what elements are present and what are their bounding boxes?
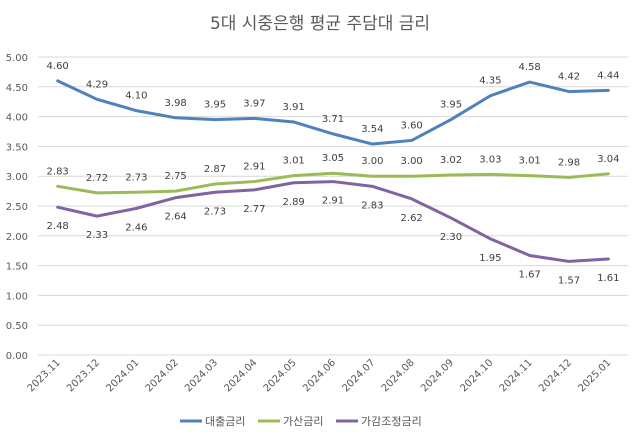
- data-label: 4.29: [86, 79, 108, 90]
- data-label: 1.67: [519, 269, 541, 280]
- data-label: 1.95: [479, 253, 501, 264]
- data-label: 2.64: [165, 212, 187, 223]
- y-tick-label: 2.50: [6, 202, 28, 213]
- data-label: 2.33: [86, 230, 108, 241]
- series-line: [56, 180, 610, 263]
- y-tick-label: 3.50: [6, 142, 28, 153]
- data-label: 3.98: [165, 98, 187, 109]
- y-tick-label: 2.00: [6, 232, 28, 243]
- data-label: 2.98: [558, 157, 580, 168]
- data-label: 4.60: [47, 61, 69, 72]
- data-label: 3.03: [479, 154, 501, 165]
- data-label: 3.02: [440, 155, 462, 166]
- data-label: 3.05: [322, 153, 344, 164]
- data-label: 4.10: [125, 91, 147, 102]
- x-tick-label: 2024.10: [458, 357, 495, 394]
- y-tick-label: 4.00: [6, 113, 28, 124]
- data-label: 1.61: [597, 273, 619, 284]
- data-label: 1.57: [558, 275, 580, 286]
- data-label: 2.83: [47, 166, 69, 177]
- data-label: 2.73: [125, 172, 147, 183]
- data-label: 2.91: [243, 162, 265, 173]
- y-tick-label: 5.00: [6, 53, 28, 64]
- data-label: 3.97: [243, 98, 265, 109]
- data-label: 2.77: [243, 204, 265, 215]
- data-label: 3.95: [204, 100, 226, 111]
- x-tick-label: 2024.04: [222, 357, 259, 394]
- data-label: 2.46: [125, 222, 147, 233]
- data-label: 2.87: [204, 164, 226, 175]
- data-label: 4.58: [519, 62, 541, 73]
- x-tick-label: 2024.06: [301, 357, 338, 394]
- y-tick-label: 1.00: [6, 291, 28, 302]
- x-tick-label: 2024.01: [104, 357, 141, 394]
- data-label: 2.48: [47, 221, 69, 232]
- series-line: [56, 79, 610, 146]
- x-tick-label: 2024.08: [380, 357, 417, 394]
- y-tick-label: 1.50: [6, 262, 28, 273]
- legend-label: 가산금리: [283, 415, 323, 428]
- x-tick-label: 2024.09: [419, 357, 456, 394]
- x-tick-label: 2023.11: [26, 357, 63, 394]
- data-label: 2.75: [165, 171, 187, 182]
- series-line: [56, 171, 610, 195]
- data-label: 3.01: [283, 156, 305, 167]
- data-label: 2.83: [361, 200, 383, 211]
- data-label: 2.91: [322, 196, 344, 207]
- legend-label: 대출금리: [205, 415, 245, 428]
- x-tick-label: 2024.07: [340, 357, 377, 394]
- y-tick-label: 0.00: [6, 351, 28, 362]
- data-label: 2.89: [283, 197, 305, 208]
- x-tick-label: 2024.03: [183, 357, 220, 394]
- data-label: 3.91: [283, 102, 305, 113]
- x-tick-label: 2024.11: [498, 357, 535, 394]
- data-label: 4.35: [479, 76, 501, 87]
- x-tick-label: 2024.12: [537, 357, 574, 394]
- data-label: 3.01: [519, 156, 541, 167]
- x-tick-label: 2024.02: [144, 357, 181, 394]
- x-tick-label: 2025.01: [576, 357, 613, 394]
- x-tick-label: 2024.05: [262, 357, 299, 394]
- data-label: 3.00: [401, 156, 423, 167]
- data-label: 3.60: [401, 120, 423, 131]
- data-label: 4.44: [597, 70, 619, 81]
- data-label: 2.73: [204, 206, 226, 217]
- data-label: 4.42: [558, 72, 580, 83]
- y-tick-label: 0.50: [6, 321, 28, 332]
- data-label: 3.00: [361, 156, 383, 167]
- data-label: 3.71: [322, 114, 344, 125]
- legend-label: 가감조정금리: [361, 415, 422, 428]
- data-label: 2.62: [401, 213, 423, 224]
- data-label: 2.30: [440, 232, 462, 243]
- x-tick-label: 2023.12: [65, 357, 102, 394]
- chart-title: 5대 시중은행 평균 주담대 금리: [210, 14, 430, 34]
- data-label: 3.95: [440, 100, 462, 111]
- data-label: 2.72: [86, 173, 108, 184]
- data-label: 3.04: [597, 154, 619, 165]
- data-label: 3.54: [361, 124, 383, 135]
- y-tick-label: 4.50: [6, 83, 28, 94]
- y-tick-label: 3.00: [6, 172, 28, 183]
